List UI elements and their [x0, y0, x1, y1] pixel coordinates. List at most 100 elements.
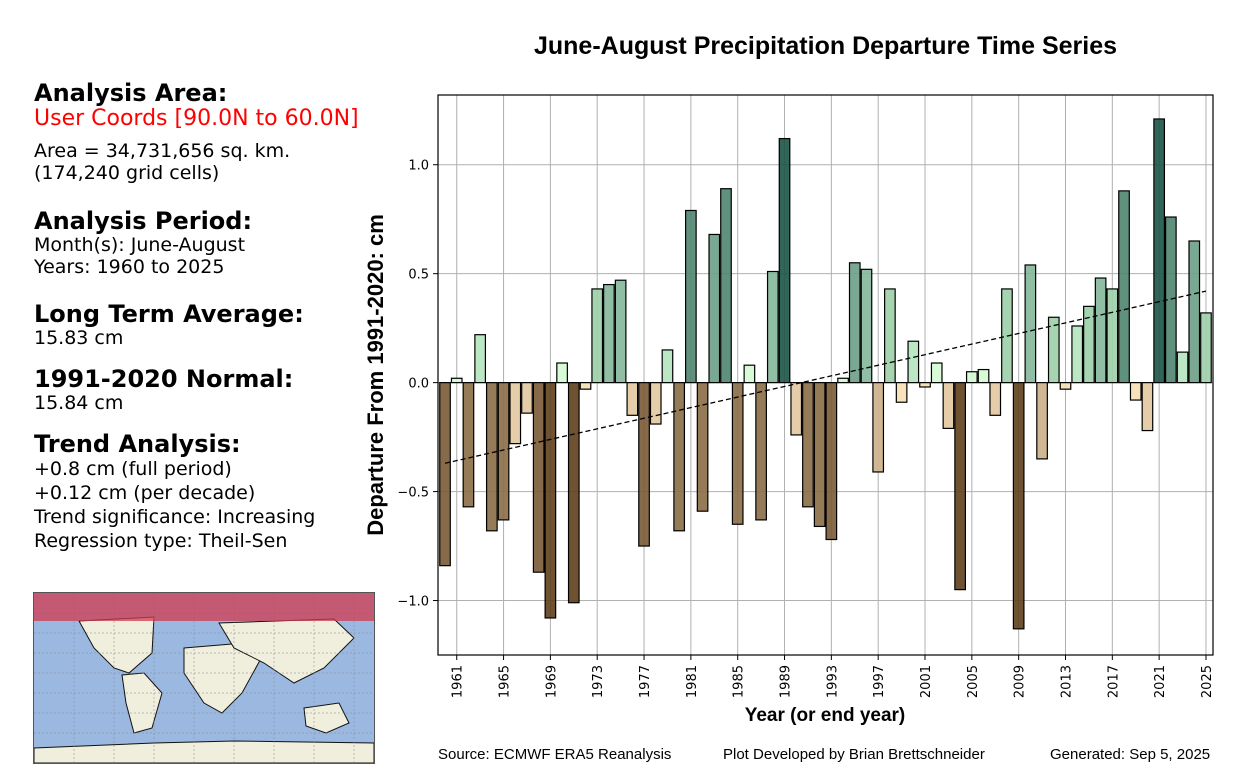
bar-2003	[942, 382, 955, 429]
bar-2009	[1012, 382, 1025, 630]
bar-1962	[462, 382, 475, 508]
bar-1997	[872, 382, 885, 473]
bar-1984	[720, 188, 732, 384]
bar-1996	[860, 268, 873, 384]
bar-2013	[1059, 382, 1072, 390]
area-size: Area = 34,731,656 sq. km.	[34, 140, 291, 162]
y-tick-label: 0.5	[408, 268, 429, 283]
bar-1964	[485, 382, 498, 532]
bar-1983	[708, 233, 721, 384]
plot-frame	[437, 94, 1214, 656]
bar-1980	[673, 382, 686, 532]
bar-2012	[1047, 316, 1060, 384]
bar-1991	[802, 382, 814, 508]
bar-2006	[977, 368, 990, 384]
lta-heading: Long Term Average:	[34, 300, 304, 328]
map-land	[34, 616, 374, 763]
y-tick-label: 0.0	[408, 377, 429, 392]
bar-2002	[930, 362, 943, 384]
bar-2018	[1118, 190, 1130, 384]
y-tick-label: −1.0	[397, 595, 429, 610]
normal-value: 15.84 cm	[34, 392, 124, 414]
bar-1979	[661, 349, 674, 384]
bar-2004	[954, 382, 966, 591]
trend-full: +0.8 cm (full period)	[34, 458, 232, 480]
grid-cells: (174,240 grid cells)	[34, 162, 220, 184]
bar-2016	[1094, 277, 1107, 384]
map-analysis-region	[34, 593, 374, 621]
x-tick-label: 1993	[825, 665, 840, 698]
x-tick-label: 1965	[498, 665, 513, 698]
y-tick-label: −0.5	[397, 486, 429, 501]
normal-section: 1991-2020 Normal: 15.84 cm	[34, 366, 293, 414]
bar-2005	[965, 371, 978, 384]
bar-2010	[1024, 264, 1037, 384]
bar-1999	[895, 382, 908, 403]
bar-1987	[755, 382, 767, 521]
trend-section: Trend Analysis: +0.8 cm (full period) +0…	[34, 431, 315, 553]
bar-1977	[638, 382, 650, 547]
bar-2000	[907, 340, 920, 384]
long-term-average-section: Long Term Average: 15.83 cm	[34, 301, 304, 349]
x-tick-label: 2025	[1200, 665, 1215, 698]
bar-1986	[743, 364, 756, 384]
bar-1990	[790, 382, 803, 436]
x-tick-label: 1961	[451, 665, 466, 698]
bar-1992	[813, 382, 826, 528]
bar-1988	[766, 270, 779, 384]
trend-heading: Trend Analysis:	[34, 430, 241, 458]
bar-2017	[1106, 288, 1119, 384]
bar-1969	[544, 382, 557, 619]
bar-1973	[591, 288, 604, 384]
bar-2019	[1129, 382, 1142, 401]
bar-1981	[685, 209, 697, 384]
x-tick-label: 1985	[732, 665, 747, 698]
x-tick-label: 1989	[779, 665, 794, 698]
bar-1989	[778, 137, 791, 384]
area-heading: Analysis Area:	[34, 79, 228, 107]
x-tick-label: 1969	[544, 665, 559, 698]
bar-2011	[1036, 382, 1048, 460]
bar-1970	[556, 362, 568, 384]
years-text: Years: 1960 to 2025	[34, 256, 225, 278]
bar-1971	[567, 382, 580, 604]
bar-2020	[1141, 382, 1154, 432]
bar-1968	[532, 382, 545, 573]
trend-line	[444, 290, 1207, 464]
y-axis-label: Departure From 1991-2020: cm	[363, 214, 388, 536]
bar-1985	[731, 382, 744, 525]
bar-2014	[1071, 325, 1084, 384]
lta-value: 15.83 cm	[34, 327, 124, 349]
x-tick-label: 1981	[685, 665, 700, 698]
x-tick-label: 2013	[1059, 665, 1074, 698]
x-tick-label: 2005	[966, 665, 981, 698]
chart-title: June-August Precipitation Departure Time…	[533, 32, 1118, 60]
bar-1961	[450, 377, 463, 384]
period-heading: Analysis Period:	[34, 207, 253, 235]
world-map-thumbnail	[33, 592, 375, 764]
normal-heading: 1991-2020 Normal:	[34, 365, 294, 393]
regression-type: Regression type: Theil-Sen	[34, 530, 288, 552]
trend-significance: Trend significance: Increasing	[34, 506, 316, 528]
bar-2007	[989, 382, 1002, 416]
bar-1967	[521, 382, 533, 414]
x-tick-label: 1977	[638, 665, 653, 698]
bar-1978	[649, 382, 662, 425]
x-tick-label: 2009	[1013, 665, 1028, 698]
bar-1963	[474, 334, 487, 384]
bar-2023	[1176, 351, 1189, 384]
area-name: User Coords [90.0N to 60.0N]	[34, 106, 359, 131]
trend-decade: +0.12 cm (per decade)	[34, 482, 256, 504]
x-tick-label: 2021	[1153, 665, 1168, 698]
bar-1995	[848, 262, 861, 384]
bar-2025	[1200, 312, 1212, 384]
bar-1976	[626, 382, 639, 416]
bar-1960	[439, 382, 451, 567]
bar-1982	[696, 382, 709, 512]
y-tick-label: 1.0	[408, 159, 429, 174]
source-credit: Source: ECMWF ERA5 Reanalysis	[438, 746, 672, 763]
bar-2015	[1083, 305, 1095, 384]
analysis-period-section: Analysis Period: Month(s): June-August Y…	[34, 208, 252, 278]
bar-1998	[884, 288, 896, 384]
